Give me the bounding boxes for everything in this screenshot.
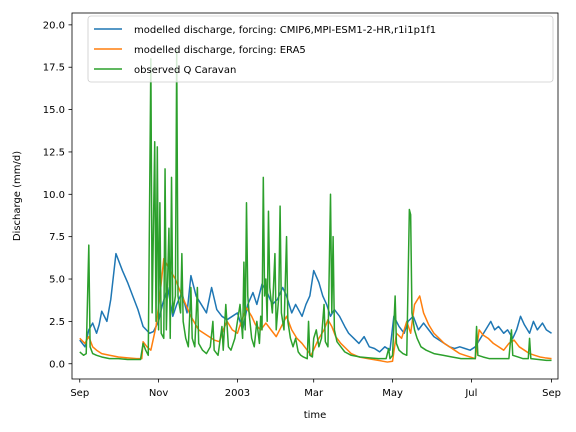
x-axis-label: time [304,410,327,421]
y-tick-label: 17.5 [43,63,65,74]
y-tick-label: 2.5 [49,317,65,328]
y-tick-label: 10.0 [43,190,65,201]
y-tick-label: 12.5 [43,147,65,158]
legend-label: modelled discharge, forcing: CMIP6,MPI-E… [134,25,436,36]
x-axis: Sep Nov 2003 Mar May Jul Sep [70,379,561,399]
x-tick-label: Nov [149,388,169,399]
series-layer [79,49,552,363]
legend-box [87,15,554,83]
y-tick-label: 7.5 [49,232,65,243]
y-tick-label: 15.0 [43,105,65,116]
y-axis-label: Discharge (mm/d) [12,151,23,241]
x-tick-label: Sep [542,388,561,399]
y-tick-label: 5.0 [49,275,65,286]
x-tick-label: May [382,388,403,399]
legend-label: observed Q Caravan [134,65,236,76]
y-axis: 0.0 2.5 5.0 7.5 10.0 12.5 15.0 17.5 20.0 [43,20,72,370]
x-tick-label: 2003 [225,388,250,399]
y-tick-label: 0.0 [49,359,65,370]
x-tick-label: Jul [464,388,477,399]
x-tick-label: Sep [70,388,89,399]
series-line-2 [79,49,552,362]
legend-label: modelled discharge, forcing: ERA5 [134,45,306,56]
x-tick-label: Mar [304,388,324,399]
axes-frame [71,12,559,380]
legend: modelled discharge, forcing: CMIP6,MPI-E… [87,15,554,83]
y-tick-label: 20.0 [43,20,65,31]
